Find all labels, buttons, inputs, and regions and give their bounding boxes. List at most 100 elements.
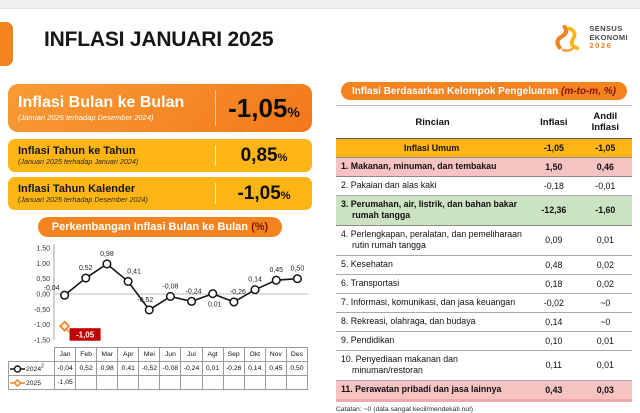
cell-inflasi: -1,05 [529, 138, 579, 158]
data-label: -0,04 [44, 285, 60, 292]
table-row: 1. Makanan, minuman, dan tembakau 1,50 0,4… [336, 157, 632, 177]
cell-andil-inflasi: 0,02 [578, 255, 632, 275]
table-row: 10. Penyediaan makanan dan minuman/resto… [336, 350, 632, 381]
table-title-pill: Inflasi Berdasarkan Kelompok Pengeluaran… [341, 82, 627, 100]
legend-value-cell: 0,41 [117, 361, 140, 376]
top-strip [0, 0, 640, 9]
month-label: Okt [243, 347, 266, 362]
cell-inflasi: 0,10 [529, 331, 579, 351]
table-row: 7. Informasi, komunikasi, dan jasa keuan… [336, 293, 632, 313]
data-point-2024 [60, 290, 70, 300]
card-text: Inflasi Tahun ke Tahun (Januari 2025 ter… [8, 145, 215, 166]
table-title: Inflasi Berdasarkan Kelompok Pengeluaran [352, 85, 559, 97]
card-value: -1,05% [216, 93, 312, 124]
row-label: 4. Perlengkapan, peralatan, dan pemeliha… [336, 225, 530, 256]
card-inflasi-tahun-ke-tahun: Inflasi Tahun ke Tahun (Januari 2025 ter… [8, 139, 312, 172]
data-label: 0,14 [248, 277, 262, 284]
legend-key-2025: 2025 [8, 375, 55, 390]
col-andil-inflasi: Andil Inflasi [578, 105, 632, 139]
y-tick-label: -0,50 [34, 307, 50, 314]
month-label: Des [285, 347, 309, 362]
cell-andil-inflasi: ~0 [578, 293, 632, 313]
annotation-box [69, 328, 101, 341]
row-label: 9. Pendidikan [336, 331, 530, 351]
cell-inflasi: 0,11 [529, 350, 579, 381]
cell-andil-inflasi: 0,46 [578, 157, 632, 177]
row-label: 5. Kesehatan [336, 255, 530, 275]
cell-andil-inflasi: 0,01 [578, 331, 632, 351]
cell-andil-inflasi: -1,05 [578, 138, 632, 158]
month-label: Jan [53, 347, 77, 362]
cell-andil-inflasi: 0,01 [578, 225, 632, 256]
y-tick-label: 0,00 [36, 292, 50, 299]
chart-title-pill: Perkembangan Inflasi Bulan ke Bulan (%) [37, 217, 283, 237]
value-number: -1,05 [237, 182, 281, 204]
card-inflasi-bulan-ke-bulan: Inflasi Bulan ke Bulan (Januari 2025 ter… [8, 84, 312, 132]
table-row: 4. Perlengkapan, peralatan, dan pemeliha… [336, 225, 632, 256]
cell-andil-inflasi: -0,01 [578, 176, 632, 196]
legend-value-cell: 0,50 [285, 361, 309, 376]
value-unit: % [277, 151, 288, 164]
legend-series-name: 20242 [26, 363, 44, 374]
page-title: INFLASI JANUARI 2025 [44, 28, 274, 51]
header-accent-tab [0, 22, 13, 66]
data-label: -0,26 [230, 289, 246, 296]
table-title-unit: (m-to-m, %) [560, 85, 616, 97]
card-text: Inflasi Tahun Kalender (Januari 2025 ter… [8, 183, 215, 204]
data-label: 0,50 [291, 266, 305, 273]
chart-title: Perkembangan Inflasi Bulan ke Bulan [51, 221, 249, 233]
card-divider [215, 183, 216, 204]
legend-value-cell: -0,26 [222, 361, 245, 376]
cell-andil-inflasi: 0,02 [578, 274, 632, 294]
logo-line1: SENSUS [589, 24, 623, 34]
y-tick-label: 0,50 [36, 276, 50, 283]
table-row: 9. Pendidikan 0,10 0,01 [336, 331, 632, 351]
legend-value-cell: 0,14 [243, 361, 266, 376]
row-label: 7. Informasi, komunikasi, dan jasa keuan… [336, 293, 530, 313]
y-tick-label: -1,50 [34, 338, 50, 345]
month-label: Apr [117, 347, 140, 362]
card-title: Inflasi Tahun Kalender [18, 183, 136, 195]
cell-andil-inflasi: 0,01 [578, 350, 632, 381]
row-label: 11. Perawatan pribadi dan jasa lainnya [336, 380, 530, 402]
table-row: 8. Rekreasi, olahraga, dan budaya 0,14 ~0 [336, 312, 632, 332]
table-row: 6. Transportasi 0,18 0,02 [336, 274, 632, 294]
row-label: 2. Pakaian dan alas kaki [336, 176, 530, 196]
legend-value-cell: 0,98 [96, 361, 119, 376]
data-point-2024 [250, 285, 260, 295]
legend-value-cell [117, 375, 140, 390]
logo-line2: EKONOMI [589, 32, 628, 42]
cell-inflasi: -12,36 [529, 195, 579, 226]
cell-andil-inflasi: 0,03 [578, 380, 632, 402]
month-label: Mei [138, 347, 161, 362]
legend-key-2024: 20242 [8, 361, 55, 376]
legend-series-row-2025: 2025 -1,05 [8, 375, 309, 390]
footnote: Catatan: ~0 (data sangat kecil/mendekati… [336, 405, 473, 413]
data-label: 0,52 [79, 265, 93, 272]
cell-inflasi: -0,02 [529, 293, 579, 313]
line-chart: 1,50 1,00 0,50 0,00 -0,50 -1,00 -1,50 -0,04 0,52… [34, 244, 308, 345]
card-divider [215, 90, 216, 126]
value-unit: % [280, 189, 291, 202]
data-label: -0,52 [137, 297, 153, 304]
logo-year: 2026 [589, 41, 613, 51]
row-label: 3. Perumahan, air, listrik, dan bahan ba… [336, 195, 530, 226]
card-subtitle: (Januari 2025 terhadap Desember 2024) [18, 195, 148, 204]
data-label: 0,98 [100, 251, 114, 258]
data-label: -0,24 [186, 288, 202, 295]
cell-inflasi: 0,48 [529, 255, 579, 275]
month-label: Feb [75, 347, 98, 362]
left-column: Inflasi Bulan ke Bulan (Januari 2025 ter… [8, 84, 312, 390]
data-point-2024 [208, 289, 218, 299]
month-label: Agt [201, 347, 224, 362]
cell-andil-inflasi: ~0 [578, 312, 632, 332]
legend-value-cell [285, 375, 309, 390]
table-header-row: Rincian Inflasi Andil Inflasi [336, 105, 632, 139]
annotation-label: -1,05 [76, 331, 95, 340]
cell-andil-inflasi: -1,60 [578, 195, 632, 226]
legend-series-row-2024: 20242 -0,04 0,52 0,98 0,41 -0,52 -0,08 -0,24 0,0… [8, 361, 309, 376]
legend-series-name: 2025 [26, 379, 42, 387]
table-row: 11. Perawatan pribadi dan jasa lainnya 0,… [336, 380, 632, 402]
cell-inflasi: 1,50 [529, 157, 579, 177]
value-number: 0,85 [240, 144, 278, 166]
